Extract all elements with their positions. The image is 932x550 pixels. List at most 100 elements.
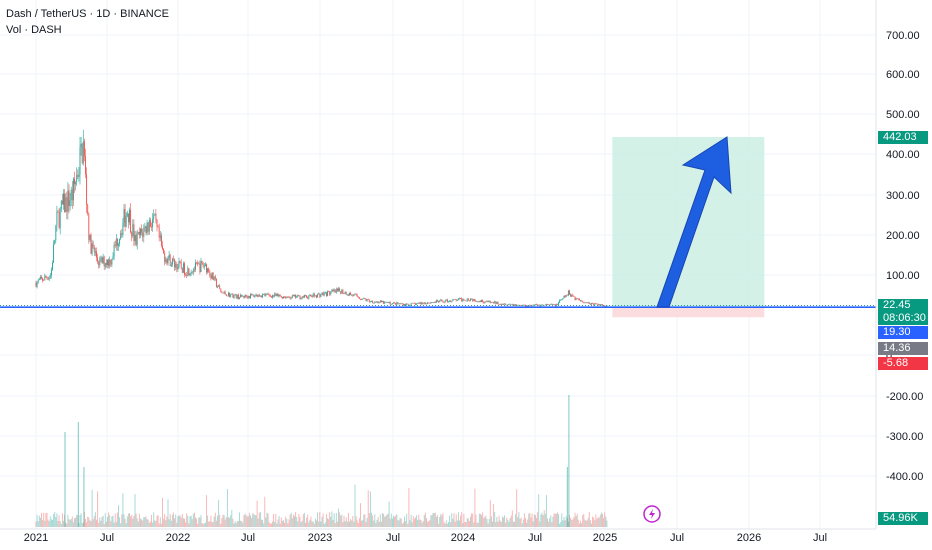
volume-bar xyxy=(407,523,409,527)
candle xyxy=(119,238,121,245)
volume-bar xyxy=(400,518,402,527)
volume-bar xyxy=(318,521,320,527)
volume-bar xyxy=(41,513,42,527)
volume-bar xyxy=(405,520,407,527)
volume-bar xyxy=(520,517,522,527)
candle xyxy=(515,304,517,306)
volume-legend[interactable]: Vol · DASH xyxy=(6,24,62,36)
volume-bar xyxy=(473,522,475,527)
volume-bar xyxy=(503,517,504,527)
candle xyxy=(455,299,457,301)
volume-spike xyxy=(77,422,79,527)
volume-bar xyxy=(286,518,288,527)
candle xyxy=(98,261,100,266)
candle xyxy=(52,262,53,270)
candle xyxy=(571,294,573,297)
candle xyxy=(442,301,444,302)
time-axis[interactable]: 2021 Jul 2022 Jul 2023 Jul 2024 Jul 2025 Jul 2026 J… xyxy=(0,528,876,544)
volume-bar xyxy=(461,512,463,527)
candle xyxy=(373,302,375,304)
volume-bar xyxy=(151,514,152,527)
volume-bar xyxy=(543,510,545,527)
candle xyxy=(438,301,440,303)
volume-bar xyxy=(298,513,300,527)
volume-bar xyxy=(257,518,259,527)
candle xyxy=(501,304,503,305)
volume-bar xyxy=(421,522,423,527)
volume-bar xyxy=(235,523,237,527)
volume-bar xyxy=(509,517,511,527)
volume-bar xyxy=(350,519,352,527)
volume-bar xyxy=(333,513,335,527)
volume-bar xyxy=(55,516,57,527)
candle xyxy=(286,296,288,299)
volume-bar xyxy=(343,515,345,527)
volume-bar xyxy=(61,513,63,527)
volume-bar xyxy=(442,512,444,527)
candle xyxy=(303,295,305,298)
volume-bar xyxy=(466,518,468,527)
candle xyxy=(76,175,78,183)
candle xyxy=(323,292,325,296)
candle xyxy=(487,301,489,302)
candle xyxy=(92,243,94,248)
volume-bar xyxy=(586,520,588,527)
volume-bar xyxy=(430,515,432,527)
candle xyxy=(100,257,102,259)
candle xyxy=(551,304,553,305)
candle xyxy=(133,224,135,242)
volume-bar xyxy=(331,511,333,527)
candle xyxy=(291,295,293,298)
candle xyxy=(122,222,124,235)
volume-bar xyxy=(526,522,528,527)
price-axis[interactable]: 700.00 600.00 500.00 400.00 300.00 200.00 100.… xyxy=(875,0,923,529)
candle xyxy=(247,296,249,298)
candle xyxy=(589,303,591,305)
candle xyxy=(427,302,429,305)
volume-bar xyxy=(327,518,328,527)
candle xyxy=(595,303,597,305)
candle xyxy=(176,263,178,270)
volume-bar xyxy=(422,521,424,527)
candle xyxy=(290,297,292,299)
volume-bar xyxy=(131,514,133,527)
volume-bar xyxy=(345,517,347,527)
volume-bar xyxy=(569,514,570,527)
volume-bar xyxy=(193,512,195,527)
volume-bar xyxy=(420,519,422,527)
candle xyxy=(294,294,295,296)
volume-bar xyxy=(401,523,403,527)
volume-bar xyxy=(545,495,547,527)
volume-bar xyxy=(551,522,553,527)
candle xyxy=(450,300,452,302)
volume-bar xyxy=(137,521,139,527)
volume-bar xyxy=(199,517,201,527)
volume-bar xyxy=(433,513,435,527)
candle xyxy=(553,304,555,305)
candle xyxy=(460,298,462,299)
volume-bar xyxy=(309,519,311,527)
candle xyxy=(321,292,323,295)
volume-bar xyxy=(486,518,488,527)
volume-bar xyxy=(250,515,251,527)
candle xyxy=(187,268,189,276)
volume-bar xyxy=(356,520,358,527)
candle xyxy=(428,302,430,304)
candle xyxy=(296,296,298,298)
volume-bar xyxy=(377,516,379,527)
volume-bar xyxy=(201,523,203,527)
chart-title[interactable]: Dash / TetherUS · 1D · BINANCE xyxy=(6,8,170,20)
volume-bar xyxy=(355,516,357,527)
x-tick-label: 2026 xyxy=(737,532,761,544)
candle xyxy=(151,226,152,228)
candle xyxy=(592,303,594,304)
volume-bar xyxy=(163,518,165,527)
candle xyxy=(441,299,443,302)
candle xyxy=(419,302,421,304)
candle xyxy=(396,302,398,305)
candle xyxy=(165,259,167,263)
volume-bar xyxy=(226,489,228,527)
candle xyxy=(577,298,579,300)
candle xyxy=(288,297,290,298)
